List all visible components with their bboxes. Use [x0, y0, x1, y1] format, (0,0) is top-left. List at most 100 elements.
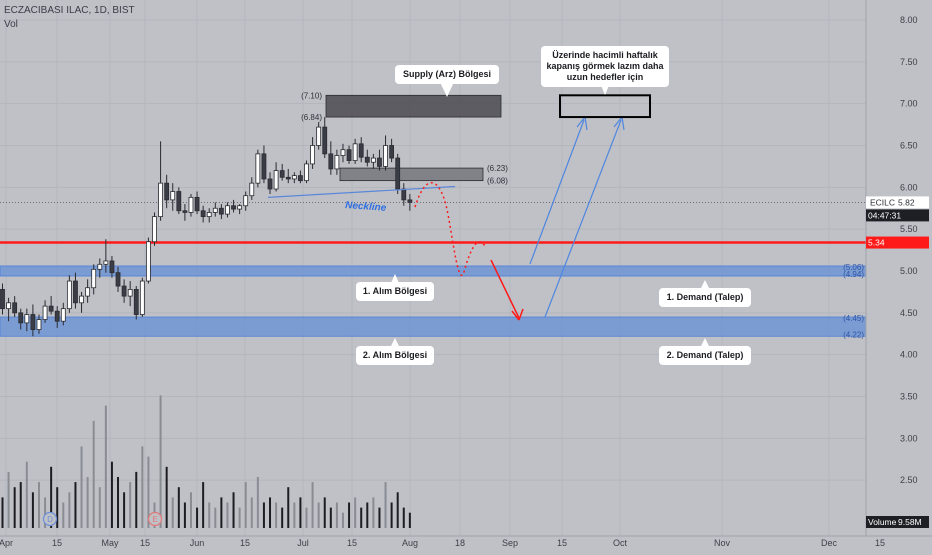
volume-bar	[408, 512, 411, 528]
volume-bar	[141, 446, 144, 528]
candle-body	[279, 170, 285, 178]
callout-buy1-text: 1. Alım Bölgesi	[363, 286, 427, 296]
demand-zone-bottom-label: (4.94)	[843, 270, 864, 279]
volume-bar	[92, 420, 95, 528]
volume-bar	[354, 497, 357, 528]
price-axis-tick-label: 5.50	[900, 224, 918, 234]
support-price-tag-bg	[866, 236, 929, 249]
candle-body	[85, 287, 91, 297]
callout-buy2-text: 2. Alım Bölgesi	[363, 350, 427, 360]
price-axis-tick-label: 6.00	[900, 182, 918, 192]
volume-bar	[202, 482, 205, 528]
candle-body	[79, 295, 84, 304]
time-axis-tick-label: 15	[240, 538, 250, 548]
demand-zone-2	[0, 316, 867, 337]
candle-body	[206, 212, 212, 218]
time-axis-tick-label: Sep	[502, 538, 518, 548]
callout-buy1: 1. Alım Bölgesi	[356, 274, 434, 301]
callout-supply: Supply (Arz) Bölgesi	[395, 65, 499, 97]
time-axis-tick-label: 18	[455, 538, 465, 548]
candle-body	[273, 170, 279, 190]
candle-body	[146, 241, 151, 282]
volume-bar	[329, 507, 332, 528]
callout-note-text: kapanış görmek lazım daha	[546, 61, 664, 71]
candle-body	[176, 191, 182, 212]
volume-bar	[56, 487, 59, 528]
candle-body	[389, 145, 395, 159]
up-arrow-line-1	[529, 119, 585, 265]
demand-zone-top-label: (5.06)	[843, 263, 864, 272]
target-box	[559, 94, 651, 119]
countdown-label-bg	[866, 209, 929, 222]
demand-zone-bottom-label: (4.22)	[843, 330, 864, 339]
candle-body	[54, 310, 60, 322]
volume-bar	[323, 497, 326, 528]
candle-body	[212, 207, 218, 213]
time-axis-tick-label: 15	[347, 538, 357, 548]
candle-body	[24, 314, 30, 324]
callout-demand1-text: 1. Demand (Talep)	[667, 292, 744, 302]
callout-demand2: 2. Demand (Talep)	[659, 338, 751, 365]
volume-bar	[281, 507, 284, 528]
last-price-symbol: ECILC	[870, 197, 895, 207]
neckline-label: Neckline	[345, 200, 387, 214]
chart-header: ECZACIBASI ILAC, 1D, BIST Vol	[4, 4, 135, 32]
time-axis[interactable]	[0, 536, 932, 550]
time-axis-tick-label: Apr	[0, 538, 13, 548]
down-arrow-head	[511, 308, 524, 321]
demand-zone-1	[0, 265, 867, 277]
candle-body	[377, 157, 382, 167]
volume-bar	[275, 502, 278, 528]
candle-body	[97, 263, 103, 270]
volume-bar	[262, 502, 265, 528]
volume-tag-label: Volume	[868, 517, 897, 527]
candle-body	[358, 143, 364, 158]
volume-bar	[110, 461, 113, 528]
supply-zone-lower-top-label: (6.23)	[487, 164, 508, 173]
volume-indicator-label: Vol	[4, 19, 18, 30]
candle-body	[164, 182, 170, 201]
candle-body	[200, 210, 206, 218]
volume-bar	[44, 497, 47, 528]
time-axis-tick-label: Aug	[402, 538, 418, 548]
volume-bar	[19, 482, 22, 528]
price-axis-tick-label: 3.50	[900, 392, 918, 402]
volume-bar	[250, 497, 253, 528]
price-axis-tick-label: 3.00	[900, 433, 918, 443]
last-price-tag-bg	[866, 196, 929, 209]
volume-bar	[360, 507, 363, 528]
price-axis[interactable]	[866, 0, 932, 550]
candle-body	[48, 305, 54, 312]
candle-body	[73, 280, 78, 304]
volume-bar	[183, 502, 186, 528]
volume-bar	[165, 466, 168, 528]
demand-zone-top-label: (4.45)	[843, 314, 864, 323]
callout-demand1-box	[659, 288, 751, 307]
time-axis-tick-label: Nov	[714, 538, 731, 548]
volume-bar	[366, 502, 369, 528]
candle-body	[6, 302, 11, 310]
volume-bar	[50, 466, 53, 528]
callout-demand2-text: 2. Demand (Talep)	[667, 350, 744, 360]
candle-body	[18, 312, 24, 324]
volume-bar	[269, 497, 272, 528]
time-axis-tick-label: 15	[557, 538, 567, 548]
volume-bar	[256, 477, 259, 528]
candle-body	[30, 314, 36, 330]
time-axis-tick-label: 15	[140, 538, 150, 548]
volume-bar	[177, 487, 180, 528]
candle-body	[91, 268, 97, 289]
event-marker-D	[42, 511, 58, 527]
supply-zone-upper-top-label: (7.10)	[301, 91, 322, 100]
callout-supply-text: Supply (Arz) Bölgesi	[403, 69, 491, 79]
candle-body	[133, 289, 139, 315]
volume-bar	[129, 482, 132, 528]
candle-body	[304, 163, 309, 182]
volume-bar	[390, 502, 393, 528]
volume-bar	[147, 456, 150, 528]
time-axis-tick-label: Oct	[613, 538, 628, 548]
volume-bar	[293, 502, 296, 528]
